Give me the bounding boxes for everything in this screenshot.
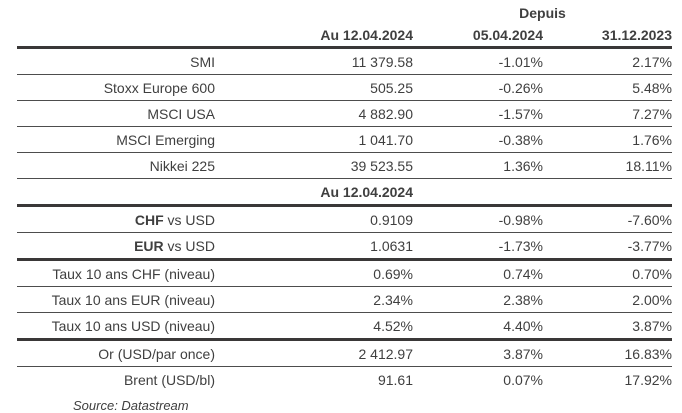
subheader-empty bbox=[17, 178, 247, 207]
row-label: Or (USD/par once) bbox=[17, 339, 247, 367]
row-chg2: 1.76% bbox=[543, 126, 672, 153]
row-chg1: -1.57% bbox=[413, 100, 543, 127]
header-since-date-2: 31.12.2023 bbox=[543, 24, 672, 49]
row-label: MSCI Emerging bbox=[17, 126, 247, 153]
row-chg2: 0.70% bbox=[543, 259, 672, 287]
subheader-asof-date: Au 12.04.2024 bbox=[247, 178, 413, 207]
table-row-smi: SMI 11 379.58 -1.01% 2.17% bbox=[17, 47, 672, 75]
row-chg2: 16.83% bbox=[543, 339, 672, 367]
row-chg1: -0.38% bbox=[413, 126, 543, 153]
table-row-msci-usa: MSCI USA 4 882.90 -1.57% 7.27% bbox=[17, 100, 672, 127]
row-label: CHF vs USD bbox=[17, 205, 247, 233]
row-chg2: 5.48% bbox=[543, 74, 672, 101]
table-row-rate-usd: Taux 10 ans USD (niveau) 4.52% 4.40% 3.8… bbox=[17, 312, 672, 341]
row-chg1: -1.73% bbox=[413, 232, 543, 261]
row-chg2: -3.77% bbox=[543, 232, 672, 261]
market-summary-table: Depuis Au 12.04.2024 05.04.2024 31.12.20… bbox=[17, 2, 672, 392]
row-label: Brent (USD/bl) bbox=[123, 371, 215, 388]
row-chg2: 7.27% bbox=[543, 100, 672, 127]
table-row-gold: Or (USD/par once) 2 412.97 3.87% 16.83% bbox=[17, 339, 672, 367]
row-chg1: -0.98% bbox=[413, 205, 543, 233]
row-value: 2 412.97 bbox=[247, 339, 413, 367]
subheader-row-asof: Au 12.04.2024 bbox=[17, 178, 672, 207]
row-label: MSCI USA bbox=[17, 100, 247, 127]
row-value: 91.61 bbox=[377, 371, 413, 388]
row-value: 39 523.55 bbox=[247, 152, 413, 179]
table-row-msci-emerging: MSCI Emerging 1 041.70 -0.38% 1.76% bbox=[17, 126, 672, 153]
table-row-stoxx: Stoxx Europe 600 505.25 -0.26% 5.48% bbox=[17, 74, 672, 101]
row-chg2: 2.17% bbox=[543, 47, 672, 75]
header-row-depuis: Depuis bbox=[17, 2, 672, 24]
header-row-dates: Au 12.04.2024 05.04.2024 31.12.2023 bbox=[17, 24, 672, 49]
row-chg1: 0.74% bbox=[413, 259, 543, 287]
row-label: Stoxx Europe 600 bbox=[17, 74, 247, 101]
row-label: Taux 10 ans CHF (niveau) bbox=[17, 259, 247, 287]
row-label: Nikkei 225 bbox=[17, 152, 247, 179]
table-row-rate-chf: Taux 10 ans CHF (niveau) 0.69% 0.74% 0.7… bbox=[17, 259, 672, 287]
row-value: 1 041.70 bbox=[247, 126, 413, 153]
row-value: 2.34% bbox=[247, 286, 413, 313]
header-spacer bbox=[17, 2, 413, 24]
table-row-chf-usd: CHF vs USD 0.9109 -0.98% -7.60% bbox=[17, 205, 672, 233]
subheader-empty bbox=[543, 178, 672, 207]
row-value: 11 379.58 bbox=[247, 47, 413, 75]
row-value: 0.69% bbox=[247, 259, 413, 287]
row-chg2: -7.60% bbox=[543, 205, 672, 233]
row-chg2: 2.00% bbox=[543, 286, 672, 313]
row-value: 4 882.90 bbox=[247, 100, 413, 127]
table-row-nikkei: Nikkei 225 39 523.55 1.36% 18.11% bbox=[17, 152, 672, 179]
currency-rest: vs USD bbox=[163, 237, 215, 254]
row-value: 1.0631 bbox=[247, 232, 413, 261]
row-chg1: -0.26% bbox=[413, 74, 543, 101]
row-label: Taux 10 ans USD (niveau) bbox=[17, 312, 247, 341]
row-chg1: 4.40% bbox=[413, 312, 543, 341]
row-chg1: 2.38% bbox=[413, 286, 543, 313]
header-empty bbox=[17, 24, 247, 49]
table-row-brent: Brent (USD/bl) 91.61 0.07% 17.92% bbox=[17, 367, 672, 393]
row-chg2: 17.92% bbox=[624, 371, 672, 388]
currency-rest: vs USD bbox=[163, 211, 215, 228]
header-depuis: Depuis bbox=[519, 5, 566, 21]
subheader-empty bbox=[413, 178, 543, 207]
table-row-eur-usd: EUR vs USD 1.0631 -1.73% -3.77% bbox=[17, 232, 672, 261]
row-chg1: 0.07% bbox=[503, 371, 543, 388]
row-value: 4.52% bbox=[247, 312, 413, 341]
row-value: 505.25 bbox=[247, 74, 413, 101]
row-chg1: 1.36% bbox=[413, 152, 543, 179]
row-chg2: 18.11% bbox=[543, 152, 672, 179]
header-since-date-1: 05.04.2024 bbox=[413, 24, 543, 49]
source-note: Source: Datastream bbox=[73, 398, 189, 413]
row-chg1: -1.01% bbox=[413, 47, 543, 75]
currency-code: EUR bbox=[134, 237, 164, 254]
row-chg1: 3.87% bbox=[413, 339, 543, 367]
row-label: Taux 10 ans EUR (niveau) bbox=[17, 286, 247, 313]
row-label: EUR vs USD bbox=[17, 232, 247, 261]
table-row-rate-eur: Taux 10 ans EUR (niveau) 2.34% 2.38% 2.0… bbox=[17, 286, 672, 313]
header-asof-date: Au 12.04.2024 bbox=[247, 24, 413, 49]
currency-code: CHF bbox=[134, 211, 164, 228]
row-label: SMI bbox=[17, 47, 247, 75]
row-value: 0.9109 bbox=[247, 205, 413, 233]
row-chg2: 3.87% bbox=[543, 312, 672, 341]
